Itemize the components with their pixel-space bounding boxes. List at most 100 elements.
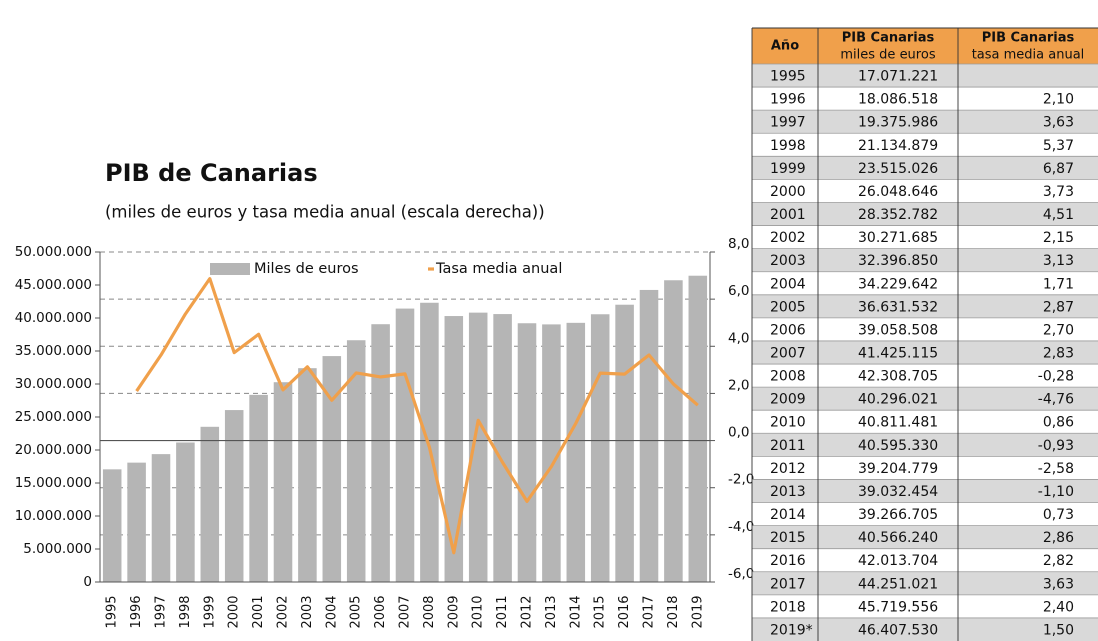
x-tick-label: 2019 [690, 595, 705, 628]
y-tick-label: 15.000.000 [15, 475, 92, 491]
table-cell: 34.229.642 [858, 276, 938, 292]
table-cell: 2,83 [1043, 346, 1074, 362]
bar [127, 462, 146, 582]
table-header-bg [752, 28, 1098, 64]
table-cell: 2002 [770, 230, 806, 246]
y2-tick-label: -4,0 [728, 519, 754, 535]
x-tick-label: 2001 [251, 595, 266, 628]
table-cell: 2003 [770, 253, 806, 269]
row-stripe [752, 387, 1098, 411]
x-tick-label: 2005 [349, 595, 364, 628]
row-stripe [752, 617, 1098, 641]
table-cell: 1998 [770, 138, 806, 154]
row-stripe [752, 571, 1098, 595]
table-cell: 2017 [770, 576, 806, 592]
table-cell: 18.086.518 [858, 92, 938, 108]
table-cell: 42.308.705 [858, 369, 938, 385]
x-tick-label: 1997 [154, 595, 169, 628]
table-cell: 2018 [770, 599, 806, 615]
y-tick-label: 0 [83, 574, 92, 590]
x-tick-label: 2009 [446, 595, 461, 628]
table-cell: 3,13 [1043, 253, 1074, 269]
table-cell: 2016 [770, 553, 806, 569]
y-tick-label: 10.000.000 [15, 508, 92, 524]
chart-title: PIB de Canarias [105, 159, 318, 187]
header-title: PIB Canarias [982, 31, 1075, 46]
row-stripe [752, 525, 1098, 549]
table-cell: 19.375.986 [858, 115, 938, 131]
legend-swatch [210, 263, 250, 275]
x-tick-label: 2011 [495, 595, 510, 628]
table-cell: 2011 [770, 438, 806, 454]
table-cell: 2005 [770, 299, 806, 315]
table-cell: 2014 [770, 507, 806, 523]
bar [590, 314, 610, 582]
table-cell: 40.566.240 [858, 530, 938, 546]
table-cell: 2,87 [1043, 299, 1074, 315]
table-cell: 2012 [770, 461, 806, 477]
y2-tick-label: 0,0 [728, 425, 749, 441]
table-cell: 40.811.481 [858, 415, 938, 431]
y-tick-label: 30.000.000 [15, 376, 92, 392]
x-tick-label: 2004 [324, 595, 339, 628]
header-title: PIB Canarias [842, 31, 935, 46]
row-stripe [752, 248, 1098, 272]
y-tick-label: 25.000.000 [15, 409, 92, 425]
table-cell: 39.058.508 [858, 322, 938, 338]
data-table: Año PIB Canarias miles de euros PIB Canaria… [751, 27, 1098, 641]
table-cell: 1995 [770, 69, 806, 85]
bar [493, 314, 512, 582]
table-cell: 2004 [770, 276, 806, 292]
bar [176, 442, 195, 582]
table-cell: 30.271.685 [858, 230, 938, 246]
row-stripe [752, 479, 1098, 503]
table-cell: 46.407.530 [858, 622, 938, 638]
x-tick-label: 2017 [642, 595, 657, 628]
x-tick-label: 2018 [666, 595, 681, 628]
x-tick-label: 1998 [178, 595, 193, 628]
x-tick-label: 2007 [398, 595, 413, 628]
row-stripe [752, 294, 1098, 318]
bar [298, 368, 317, 582]
table-cell: 44.251.021 [858, 576, 938, 592]
bar [346, 340, 366, 582]
table-cell: 39.032.454 [858, 484, 938, 500]
table-cell: -4,76 [1038, 392, 1074, 408]
x-tick-label: 2013 [544, 595, 559, 628]
x-tick-label: 2000 [227, 595, 242, 628]
x-tick-label: 1996 [129, 595, 144, 628]
table-cell: 17.071.221 [858, 69, 938, 85]
y2-tick-label: -6,0 [728, 566, 754, 582]
table-cell: 36.631.532 [858, 299, 938, 315]
row-stripe [752, 202, 1098, 226]
x-tick-label: 2014 [568, 595, 583, 628]
table-cell: 39.204.779 [858, 461, 938, 477]
row-stripe [752, 110, 1098, 134]
legend-label: Miles de euros [254, 261, 359, 277]
x-tick-label: 1995 [105, 595, 120, 628]
bar [566, 322, 586, 582]
table-cell: 1999 [770, 161, 806, 177]
table-cell: 2001 [770, 207, 806, 223]
table-cell: 2,10 [1043, 92, 1074, 108]
table-cell: 2000 [770, 184, 806, 200]
chart-subtitle: (miles de euros y tasa media anual (esca… [105, 203, 545, 222]
x-tick-label: 2016 [617, 595, 632, 628]
header-subtitle: tasa media anual [972, 48, 1085, 63]
bar [249, 394, 268, 582]
table-cell: 2006 [770, 322, 806, 338]
table-cell: 40.296.021 [858, 392, 938, 408]
table-cell: -1,10 [1038, 484, 1074, 500]
table-cell: 2013 [770, 484, 806, 500]
bar [200, 426, 220, 582]
table-cell: 0,73 [1043, 507, 1074, 523]
table-cell: 2015 [770, 530, 806, 546]
y2-tick-label: 2,0 [728, 377, 749, 393]
bar [273, 382, 293, 582]
y-tick-label: 20.000.000 [15, 442, 92, 458]
bar [639, 289, 659, 582]
table-cell: 39.266.705 [858, 507, 938, 523]
table-cell: 1997 [770, 115, 806, 131]
bar [151, 454, 171, 582]
